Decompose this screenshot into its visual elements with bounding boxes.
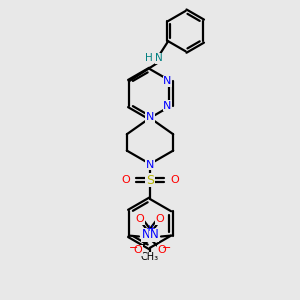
Text: O: O [158, 245, 167, 256]
Text: +: + [145, 224, 152, 233]
Text: −: − [129, 243, 138, 254]
Text: O: O [170, 175, 179, 185]
Text: N: N [146, 160, 154, 170]
Text: S: S [146, 174, 154, 187]
Text: N: N [149, 228, 158, 241]
Text: O: O [155, 214, 164, 224]
Text: +: + [148, 224, 155, 233]
Text: N: N [146, 112, 154, 122]
Text: N: N [163, 101, 171, 111]
Text: −: − [162, 243, 171, 254]
Text: O: O [136, 214, 145, 224]
Text: O: O [134, 245, 142, 256]
Text: N: N [163, 76, 171, 86]
Text: H: H [145, 53, 153, 64]
Text: O: O [121, 175, 130, 185]
Text: N: N [142, 228, 151, 241]
Text: CH₃: CH₃ [141, 252, 159, 262]
Text: N: N [155, 53, 163, 64]
